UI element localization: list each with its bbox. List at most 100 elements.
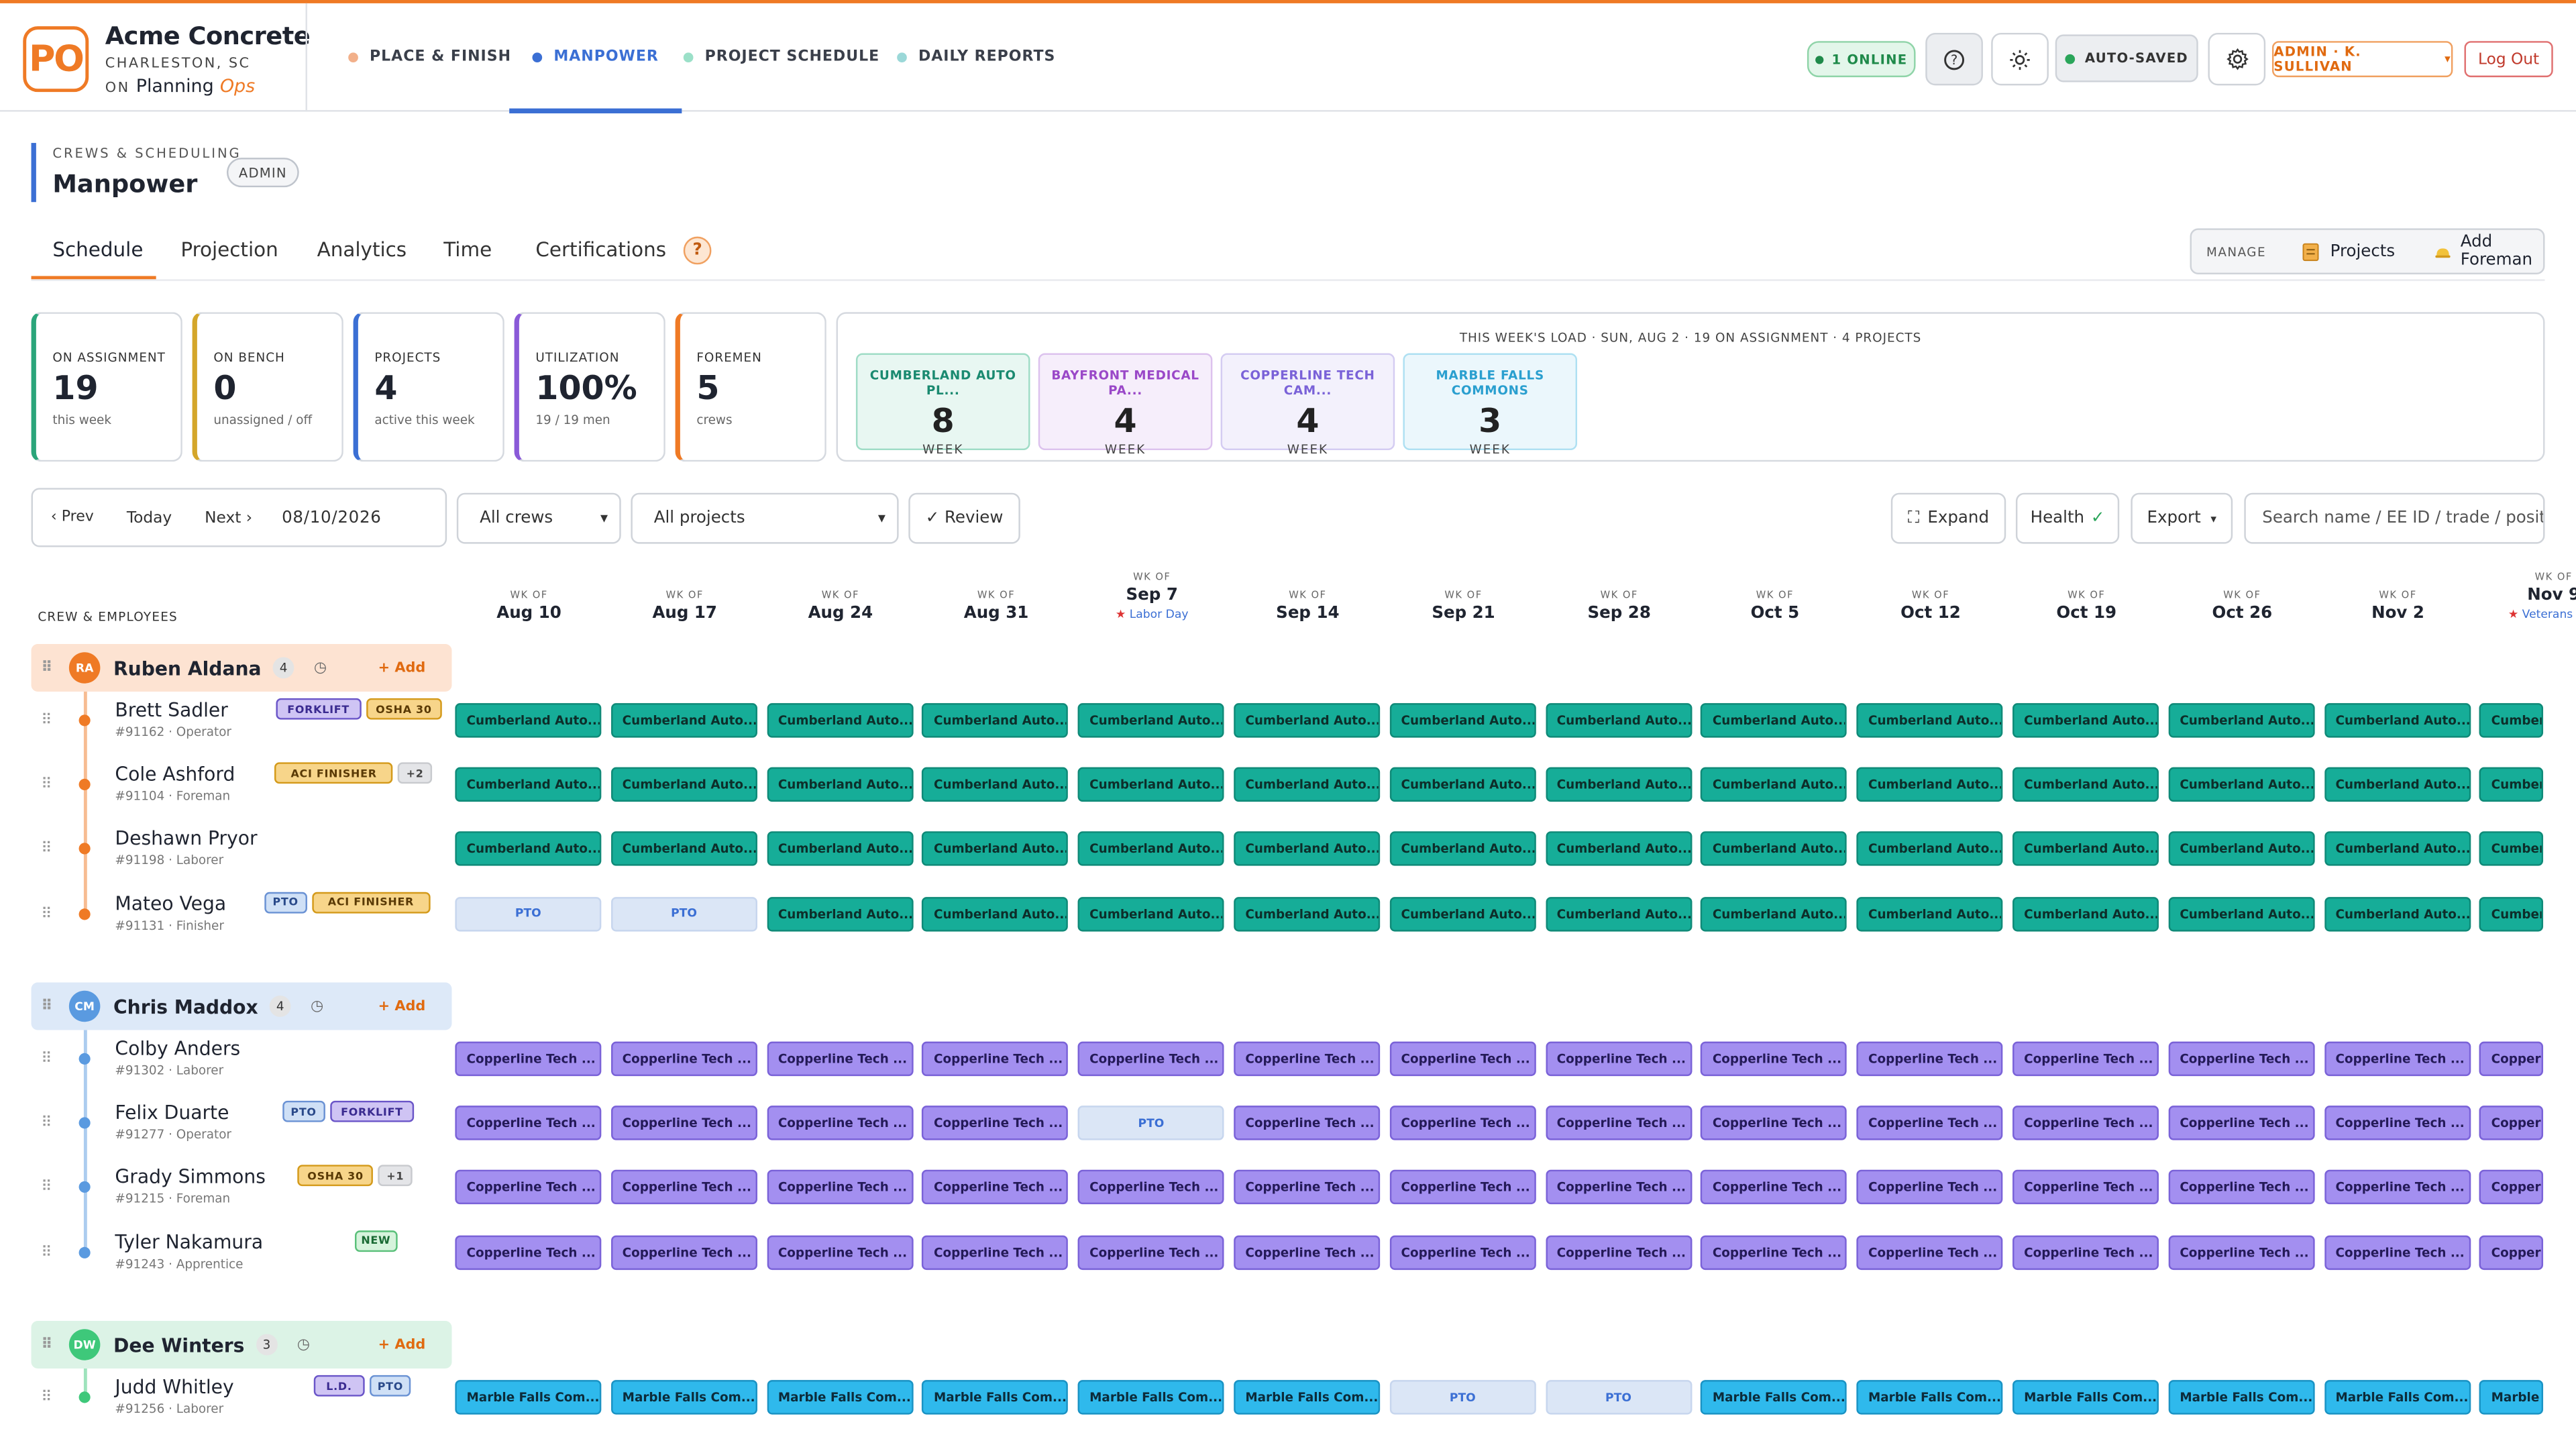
drag-handle-icon[interactable]: ⠿: [41, 712, 52, 730]
nav-place-finish[interactable]: PLACE & FINISH: [348, 3, 511, 112]
assignment-cell[interactable]: Marble Falls Com...: [2324, 1380, 2471, 1415]
assignment-cell[interactable]: Copperline Tech ...: [1701, 1234, 1847, 1270]
assignment-cell[interactable]: Marble Falls Com...: [1078, 1380, 1224, 1415]
review-button[interactable]: ✓ Review: [908, 492, 1020, 544]
clock-icon[interactable]: ◷: [311, 998, 324, 1015]
assignment-cell[interactable]: Marble Falls Com...: [2012, 1380, 2159, 1415]
assignment-cell[interactable]: Copperline Tech ...: [2168, 1106, 2315, 1141]
assignment-cell[interactable]: Cumberland Auto...: [1545, 767, 1692, 802]
employee-row[interactable]: Tyler Nakamura #91243 · Apprentice: [115, 1230, 263, 1271]
assignment-cell[interactable]: Cumberland Auto...: [1856, 767, 2003, 802]
assignment-cell[interactable]: Copperline Tech ...: [2479, 1041, 2544, 1077]
assignment-cell[interactable]: Cumberland Auto...: [1389, 703, 1536, 738]
assignment-cell[interactable]: Copperline Tech ...: [1078, 1234, 1224, 1270]
assignment-cell[interactable]: Cumberland Auto...: [1234, 767, 1381, 802]
assignment-cell[interactable]: Cumberland Auto...: [922, 703, 1069, 738]
assignment-cell[interactable]: Copperline Tech ...: [1545, 1106, 1692, 1141]
assignment-cell[interactable]: Cumberland Auto...: [922, 896, 1069, 931]
assignment-cell[interactable]: Copperline Tech ...: [2324, 1170, 2471, 1205]
project-load-card[interactable]: BAYFRONT MEDICAL PA... 4 WEEK: [1038, 353, 1213, 457]
assignment-cell[interactable]: Copperline Tech ...: [1389, 1234, 1536, 1270]
pto-cell[interactable]: PTO: [1078, 1106, 1224, 1141]
assignment-cell[interactable]: Copperline Tech ...: [1078, 1041, 1224, 1077]
assignment-cell[interactable]: Cumberland Auto...: [1389, 896, 1536, 931]
add-member-button[interactable]: + Add: [378, 659, 426, 676]
crew-group-header[interactable]: ⠿ DW Dee Winters 3 ◷ + Add: [31, 1320, 452, 1369]
assignment-cell[interactable]: Cumberland Auto...: [2168, 896, 2315, 931]
drag-handle-icon[interactable]: ⠿: [41, 906, 52, 923]
assignment-cell[interactable]: Cumberland Auto...: [2479, 703, 2544, 738]
assignment-cell[interactable]: Cumberland Auto...: [1701, 832, 1847, 867]
user-menu[interactable]: ADMIN · K. SULLIVAN ▾: [2271, 41, 2453, 78]
assignment-cell[interactable]: Cumberland Auto...: [1545, 703, 1692, 738]
assignment-cell[interactable]: Copperline Tech ...: [1545, 1234, 1692, 1270]
employee-row[interactable]: Deshawn Pryor #91198 · Laborer: [115, 827, 257, 868]
assignment-cell[interactable]: Cumberland Auto...: [2012, 767, 2159, 802]
assignment-cell[interactable]: Cumberland Auto...: [1545, 896, 1692, 931]
assignment-cell[interactable]: Copperline Tech ...: [2012, 1170, 2159, 1205]
assignment-cell[interactable]: Copperline Tech ...: [455, 1170, 602, 1205]
project-load-card[interactable]: COPPERLINE TECH CAM... 4 WEEK: [1220, 353, 1395, 457]
assignment-cell[interactable]: Cumberland Auto...: [1701, 896, 1847, 931]
assignment-cell[interactable]: Cumberland Auto...: [1234, 832, 1381, 867]
clock-icon[interactable]: ◷: [297, 1336, 310, 1353]
clock-icon[interactable]: ◷: [313, 659, 327, 676]
assignment-cell[interactable]: Cumberland Auto...: [1078, 703, 1224, 738]
assignment-cell[interactable]: Cumberland Auto...: [1856, 832, 2003, 867]
assignment-cell[interactable]: Cumberland Auto...: [2324, 703, 2471, 738]
crew-group-header[interactable]: ⠿ RA Ruben Aldana 4 ◷ + Add: [31, 644, 452, 692]
assignment-cell[interactable]: Marble Falls Com...: [766, 1380, 913, 1415]
nav-project-schedule[interactable]: PROJECT SCHEDULE: [683, 3, 879, 112]
assignment-cell[interactable]: Copperline Tech ...: [2012, 1234, 2159, 1270]
crew-filter-select[interactable]: All crews ▾: [456, 492, 621, 544]
employee-row[interactable]: Mateo Vega #91131 · Finisher: [115, 892, 226, 932]
drag-handle-icon[interactable]: ⠿: [41, 777, 52, 794]
add-member-button[interactable]: + Add: [378, 998, 426, 1015]
assignment-cell[interactable]: Copperline Tech ...: [2479, 1170, 2544, 1205]
assignment-cell[interactable]: Cumberland Auto...: [610, 703, 757, 738]
drag-handle-icon[interactable]: ⠿: [41, 1116, 52, 1132]
help-icon[interactable]: ?: [683, 236, 712, 265]
tab-analytics[interactable]: Analytics: [317, 238, 407, 262]
assignment-cell[interactable]: Cumberland Auto...: [766, 703, 913, 738]
assignment-cell[interactable]: Cumberland Auto...: [455, 767, 602, 802]
assignment-cell[interactable]: Copperline Tech ...: [922, 1170, 1069, 1205]
assignment-cell[interactable]: Copperline Tech ...: [1234, 1234, 1381, 1270]
app-logo[interactable]: PO: [23, 26, 89, 93]
assignment-cell[interactable]: Copperline Tech ...: [2012, 1106, 2159, 1141]
assignment-cell[interactable]: Copperline Tech ...: [922, 1106, 1069, 1141]
assignment-cell[interactable]: Cumberland Auto...: [2012, 703, 2159, 738]
assignment-cell[interactable]: Copperline Tech ...: [922, 1234, 1069, 1270]
assignment-cell[interactable]: Cumberland Auto...: [2324, 832, 2471, 867]
drag-handle-icon[interactable]: ⠿: [41, 841, 52, 859]
assignment-cell[interactable]: Cumberland Auto...: [766, 896, 913, 931]
project-load-card[interactable]: CUMBERLAND AUTO PL... 8 WEEK: [855, 353, 1030, 457]
help-button[interactable]: ?: [1925, 32, 1983, 86]
employee-row[interactable]: Colby Anders #91302 · Laborer: [115, 1036, 240, 1077]
assignment-cell[interactable]: Copperline Tech ...: [2324, 1234, 2471, 1270]
assignment-cell[interactable]: Cumberland Auto...: [610, 832, 757, 867]
assignment-cell[interactable]: Marble Falls Com...: [1701, 1380, 1847, 1415]
employee-row[interactable]: Grady Simmons #91215 · Foreman: [115, 1165, 266, 1206]
assignment-cell[interactable]: Copperline Tech ...: [1701, 1170, 1847, 1205]
assignment-cell[interactable]: Cumberland Auto...: [455, 832, 602, 867]
logout-button[interactable]: Log Out: [2464, 41, 2553, 78]
drag-handle-icon[interactable]: ⠿: [41, 1244, 52, 1261]
expand-button[interactable]: ⛶ Expand: [1890, 492, 2006, 544]
assignment-cell[interactable]: Cumberland Auto...: [1234, 896, 1381, 931]
assignment-cell[interactable]: Marble Falls Com...: [610, 1380, 757, 1415]
assignment-cell[interactable]: Marble Falls Com...: [455, 1380, 602, 1415]
project-filter-select[interactable]: All projects ▾: [631, 492, 899, 544]
assignment-cell[interactable]: Copperline Tech ...: [2479, 1234, 2544, 1270]
assignment-cell[interactable]: Copperline Tech ...: [455, 1234, 602, 1270]
assignment-cell[interactable]: Copperline Tech ...: [1856, 1170, 2003, 1205]
drag-handle-icon[interactable]: ⠿: [41, 1389, 52, 1407]
assignment-cell[interactable]: Copperline Tech ...: [1856, 1234, 2003, 1270]
assignment-cell[interactable]: Cumberland Auto...: [766, 832, 913, 867]
assignment-cell[interactable]: Copperline Tech ...: [922, 1041, 1069, 1077]
projects-button[interactable]: Projects: [2302, 241, 2395, 262]
drag-handle-icon[interactable]: ⠿: [41, 1180, 52, 1197]
assignment-cell[interactable]: Cumberland Auto...: [1701, 767, 1847, 802]
date-input[interactable]: 08/10/2026: [282, 508, 382, 527]
assignment-cell[interactable]: Cumberland Auto...: [2012, 832, 2159, 867]
